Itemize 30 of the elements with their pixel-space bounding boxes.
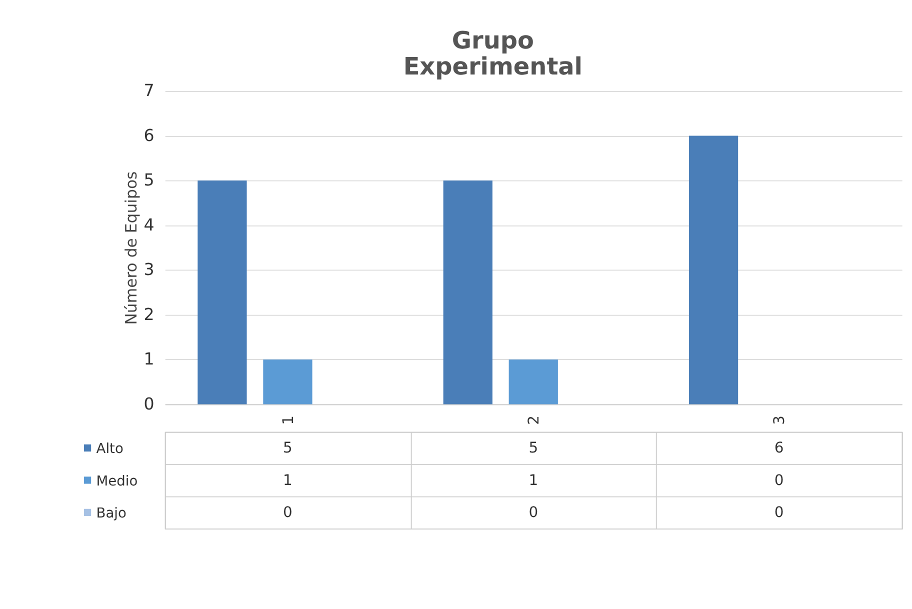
y-tick-label: 1 xyxy=(144,350,154,369)
x-tick-label: 3 xyxy=(771,416,788,425)
data-label: 0 xyxy=(774,472,784,489)
legend-label: Bajo xyxy=(96,506,126,522)
bar xyxy=(198,180,247,404)
y-tick-label: 3 xyxy=(144,260,154,280)
data-label: 1 xyxy=(528,472,538,489)
y-axis-title: Número de Equipos xyxy=(121,171,140,325)
bar xyxy=(688,136,738,404)
data-label: 1 xyxy=(283,472,292,489)
data-label: 0 xyxy=(774,504,784,522)
y-tick-label: 7 xyxy=(144,81,154,100)
data-label: 5 xyxy=(283,440,292,457)
legend-label: Alto xyxy=(96,441,124,458)
bar xyxy=(443,180,492,404)
bar xyxy=(263,359,312,404)
y-tick-label: 5 xyxy=(144,170,154,190)
data-label: 5 xyxy=(528,440,538,457)
y-tick-label: 0 xyxy=(144,394,154,414)
x-tick-label: 2 xyxy=(525,416,542,425)
data-label: 6 xyxy=(774,440,784,457)
y-tick-label: 6 xyxy=(144,126,154,145)
legend-label: Medio xyxy=(96,473,138,490)
data-label: 0 xyxy=(283,504,292,522)
y-tick-label: 4 xyxy=(144,215,154,234)
chart-title: Grupo Experimental xyxy=(403,26,583,80)
bar xyxy=(508,359,558,404)
data-label: 0 xyxy=(528,504,538,522)
y-tick-label: 2 xyxy=(144,304,154,324)
x-tick-label: 1 xyxy=(280,416,297,425)
